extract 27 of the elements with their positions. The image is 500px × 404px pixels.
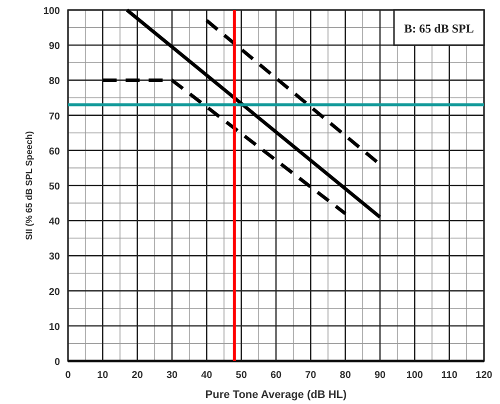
x-axis-title: Pure Tone Average (dB HL) — [205, 389, 348, 401]
y-tick-label: 80 — [48, 76, 60, 88]
x-tick-label: 10 — [97, 370, 109, 381]
y-tick-label: 10 — [48, 322, 60, 333]
x-tick-label: 50 — [236, 370, 248, 381]
y-tick-label: 100 — [43, 6, 60, 17]
y-tick-label: 60 — [48, 146, 60, 158]
y-tick-label: 20 — [48, 286, 60, 298]
y-tick-label: 90 — [48, 41, 60, 52]
y-tick-label: 70 — [48, 111, 60, 122]
x-tick-label: 90 — [374, 370, 386, 381]
y-axis-title: SII (% 65 dB SPL Speech) — [24, 131, 34, 240]
x-tick-label: 110 — [441, 370, 458, 381]
x-tick-label: 120 — [476, 370, 493, 381]
y-tick-label: 40 — [48, 216, 60, 228]
x-tick-label: 80 — [340, 370, 352, 381]
y-tick-label: 30 — [48, 252, 60, 263]
x-tick-label: 0 — [65, 370, 72, 381]
annotation: B: 65 dB SPL — [404, 22, 474, 36]
x-tick-label: 30 — [166, 370, 178, 381]
x-tick-label: 40 — [201, 370, 213, 381]
x-tick-label: 60 — [270, 370, 282, 381]
y-tick-label: 50 — [48, 182, 60, 192]
x-tick-label: 20 — [132, 370, 144, 381]
x-tick-label: 100 — [406, 370, 424, 381]
x-tick-label: 70 — [305, 370, 317, 381]
y-tick-label: 0 — [54, 357, 60, 368]
